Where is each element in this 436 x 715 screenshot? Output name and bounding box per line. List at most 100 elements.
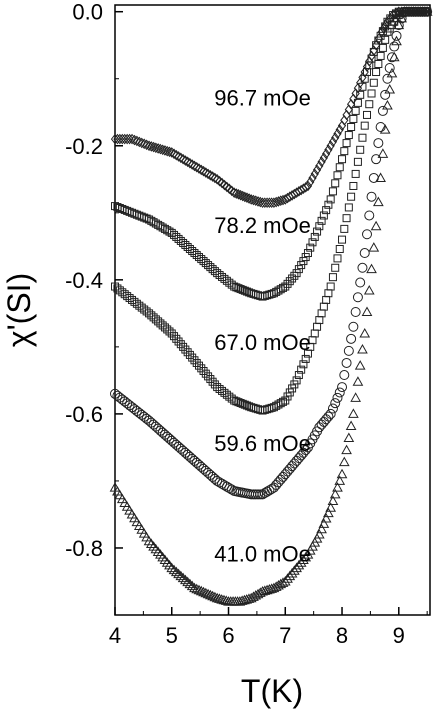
data-point [318, 416, 329, 427]
data-point [200, 587, 212, 598]
data-point [299, 257, 308, 266]
data-point [334, 475, 346, 485]
data-point [347, 123, 356, 131]
data-point [170, 332, 179, 341]
data-point [198, 586, 209, 597]
data-point [348, 321, 359, 332]
data-point [149, 313, 158, 322]
data-point [321, 414, 332, 425]
data-point [373, 138, 384, 149]
data-point [204, 261, 213, 270]
data-point [279, 397, 287, 406]
data-point [158, 223, 167, 232]
data-point [151, 315, 160, 324]
data-point [175, 570, 187, 581]
data-point [388, 51, 400, 62]
data-point [158, 144, 167, 156]
data-point [357, 262, 368, 273]
data-point [118, 133, 127, 145]
data-point [143, 535, 155, 546]
data-point [332, 482, 343, 492]
data-point [310, 232, 319, 241]
data-point [281, 396, 290, 405]
data-point [232, 188, 241, 199]
data-point [180, 574, 191, 585]
data-point [344, 203, 353, 212]
data-point [174, 234, 183, 243]
data-point [188, 247, 197, 256]
data-point [208, 265, 217, 274]
data-point [279, 575, 291, 586]
x-tick-label: 9 [393, 623, 405, 648]
data-point [247, 194, 256, 205]
data-point [154, 317, 163, 326]
data-point [371, 154, 382, 165]
data-point [178, 153, 188, 165]
data-point [120, 133, 129, 145]
data-point [289, 458, 300, 469]
data-point [300, 445, 311, 456]
data-point [377, 148, 389, 158]
data-point [369, 78, 378, 87]
data-point [323, 411, 334, 422]
x-tick-label: 4 [109, 623, 121, 648]
data-point [327, 403, 338, 414]
data-point [381, 35, 390, 44]
data-point [355, 277, 366, 288]
data-point [291, 562, 302, 573]
data-point [291, 455, 302, 466]
data-point [199, 165, 208, 177]
data-point [363, 110, 371, 119]
data-point [366, 191, 377, 202]
data-point [115, 133, 124, 145]
data-point [181, 345, 190, 354]
data-point [259, 585, 271, 595]
data-point [197, 164, 206, 176]
data-point [144, 140, 154, 152]
data-point [322, 295, 331, 304]
data-point [337, 382, 348, 393]
data-point [208, 171, 217, 182]
data-point [322, 206, 331, 215]
data-point [204, 589, 216, 600]
data-point [350, 307, 361, 318]
data-point [278, 471, 288, 482]
data-point [303, 249, 312, 258]
data-point [179, 238, 188, 247]
data-point [328, 136, 338, 148]
data-point [317, 309, 326, 318]
data-point [254, 587, 266, 597]
data-point [282, 466, 293, 477]
data-point [236, 595, 248, 605]
data-point [253, 489, 264, 500]
data-point [335, 124, 344, 135]
data-point [312, 164, 322, 176]
data-point [213, 173, 222, 185]
data-point [179, 342, 188, 351]
data-point [318, 518, 330, 528]
data-point [372, 68, 381, 77]
data-point [324, 289, 333, 298]
data-point [172, 232, 181, 241]
data-point [184, 578, 196, 589]
data-point [174, 337, 183, 346]
y-tick-label: -0.4 [65, 268, 103, 293]
tick-labels: 4 5 6 7 8 9 0.0 -0.2 -0.4 -0.6 -0.8 [65, 0, 405, 648]
data-point [203, 168, 213, 180]
data-point [214, 593, 225, 603]
data-point [350, 392, 362, 402]
data-point [154, 143, 163, 154]
data-point [145, 215, 154, 224]
data-point [272, 401, 281, 410]
data-point [308, 172, 317, 184]
series-label: 78.2 mOe [214, 213, 311, 238]
axis-ticks [114, 10, 428, 616]
data-point [186, 580, 198, 591]
data-point [176, 340, 185, 349]
data-point [236, 285, 245, 294]
data-point [238, 190, 247, 202]
data-point [348, 408, 359, 418]
data-point [290, 380, 299, 389]
data-point [341, 357, 352, 368]
data-point [293, 559, 305, 570]
